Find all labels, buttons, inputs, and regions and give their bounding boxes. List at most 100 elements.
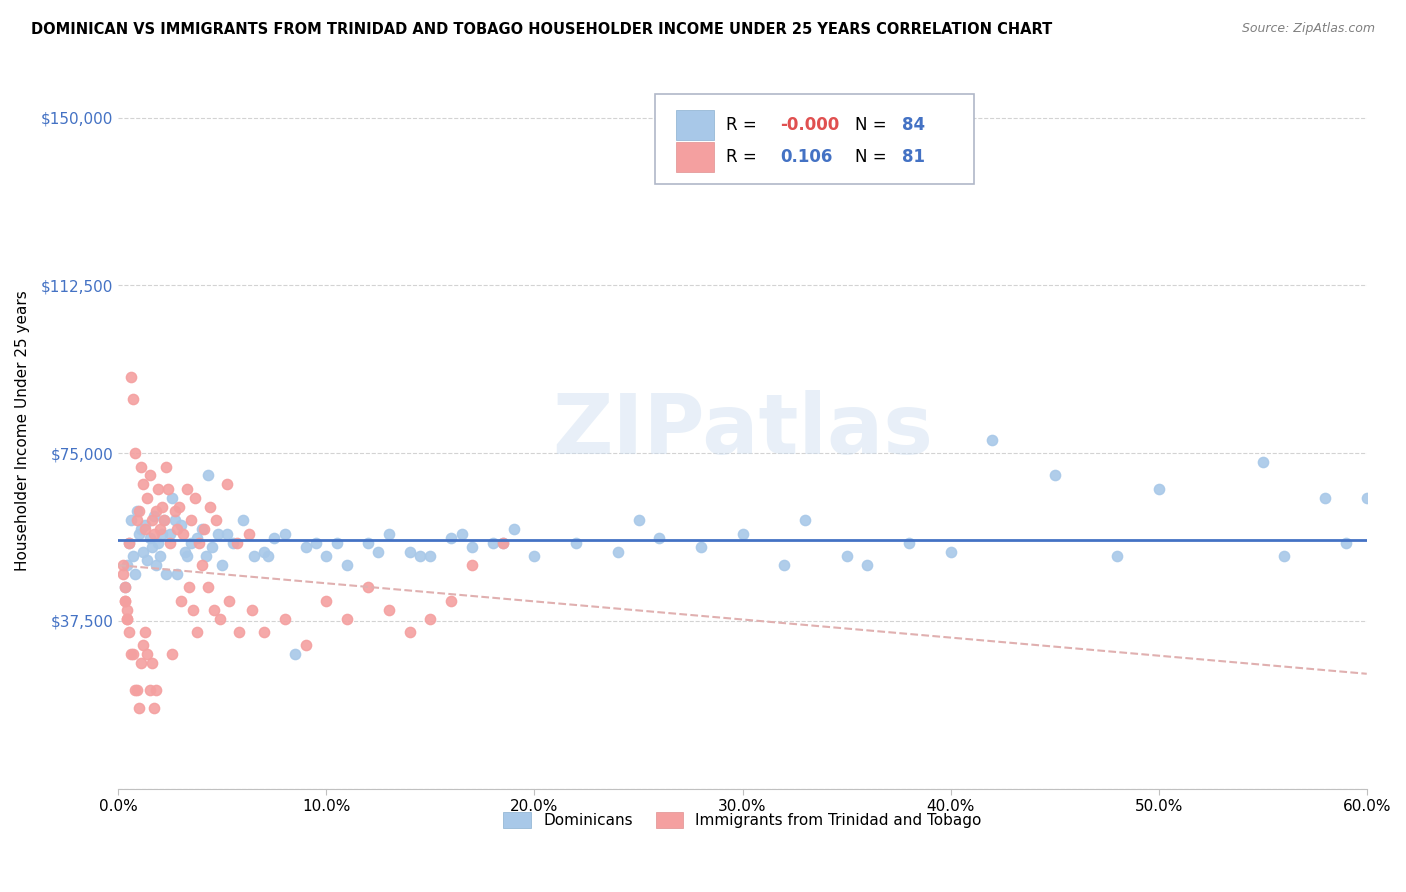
Point xyxy=(141,657,163,671)
Point xyxy=(398,544,420,558)
Point xyxy=(132,544,155,558)
Text: Source: ZipAtlas.com: Source: ZipAtlas.com xyxy=(1241,22,1375,36)
Point xyxy=(155,566,177,581)
Point xyxy=(114,580,136,594)
Point xyxy=(294,639,316,653)
Point xyxy=(186,625,208,640)
Point xyxy=(367,544,389,558)
Point xyxy=(180,535,202,549)
FancyBboxPatch shape xyxy=(676,142,714,172)
Point xyxy=(205,513,228,527)
Point xyxy=(253,625,276,640)
Point xyxy=(232,513,254,527)
Point xyxy=(228,625,250,640)
Point xyxy=(162,648,184,662)
Point xyxy=(149,522,172,536)
Point xyxy=(482,535,505,549)
Point xyxy=(326,535,349,549)
Point xyxy=(773,558,796,572)
Point xyxy=(145,504,167,518)
Point xyxy=(159,526,181,541)
Point xyxy=(146,482,169,496)
Point xyxy=(1313,491,1336,505)
Point xyxy=(141,540,163,554)
Point xyxy=(120,513,142,527)
Point xyxy=(122,392,145,407)
Point xyxy=(181,602,204,616)
Point xyxy=(240,602,263,616)
Point xyxy=(114,593,136,607)
Point xyxy=(202,602,225,616)
Point xyxy=(440,531,463,545)
Point xyxy=(1272,549,1295,563)
Text: DOMINICAN VS IMMIGRANTS FROM TRINIDAD AND TOBAGO HOUSEHOLDER INCOME UNDER 25 YEA: DOMINICAN VS IMMIGRANTS FROM TRINIDAD AN… xyxy=(31,22,1052,37)
Point xyxy=(142,701,165,715)
Point xyxy=(648,531,671,545)
Point xyxy=(111,566,134,581)
Y-axis label: Householder Income Under 25 years: Householder Income Under 25 years xyxy=(15,291,30,571)
Point xyxy=(166,522,188,536)
Point xyxy=(132,477,155,491)
Text: -0.000: -0.000 xyxy=(780,116,839,134)
Point xyxy=(627,513,650,527)
Point xyxy=(114,593,136,607)
Point xyxy=(122,549,145,563)
Text: N =: N = xyxy=(855,148,891,166)
Point xyxy=(118,535,141,549)
Point xyxy=(159,535,181,549)
Point xyxy=(263,531,285,545)
Point xyxy=(142,526,165,541)
Point xyxy=(177,580,200,594)
Point xyxy=(174,544,197,558)
Point xyxy=(128,504,150,518)
Point xyxy=(218,593,240,607)
Point xyxy=(207,526,229,541)
Point xyxy=(502,522,524,536)
Text: R =: R = xyxy=(727,116,762,134)
Point xyxy=(115,602,138,616)
Point xyxy=(315,549,337,563)
Point xyxy=(1107,549,1129,563)
Point xyxy=(274,611,297,625)
Point xyxy=(294,540,316,554)
Point xyxy=(184,491,207,505)
Point xyxy=(167,500,190,514)
Point xyxy=(731,526,754,541)
Point xyxy=(981,433,1004,447)
Point xyxy=(150,500,173,514)
Point xyxy=(115,611,138,625)
Point xyxy=(125,513,148,527)
Point xyxy=(129,522,152,536)
Point xyxy=(198,500,221,514)
Point xyxy=(1043,468,1066,483)
Point xyxy=(118,535,141,549)
FancyBboxPatch shape xyxy=(655,95,973,184)
Point xyxy=(315,593,337,607)
Point xyxy=(253,544,276,558)
Point xyxy=(222,535,245,549)
Point xyxy=(124,566,146,581)
Point xyxy=(111,558,134,572)
Point xyxy=(194,549,217,563)
Point xyxy=(138,683,160,698)
Point xyxy=(450,526,472,541)
Point xyxy=(835,549,858,563)
Point xyxy=(162,491,184,505)
Point xyxy=(409,549,432,563)
Point xyxy=(145,558,167,572)
Point xyxy=(215,477,238,491)
Point xyxy=(153,513,176,527)
Point xyxy=(132,639,155,653)
Point xyxy=(115,611,138,625)
Point xyxy=(128,701,150,715)
Point xyxy=(357,535,380,549)
Point xyxy=(419,611,441,625)
Point xyxy=(134,625,156,640)
Point xyxy=(170,593,193,607)
Point xyxy=(242,549,264,563)
Point xyxy=(134,522,156,536)
Point xyxy=(163,504,186,518)
Point xyxy=(125,683,148,698)
Point xyxy=(461,540,484,554)
Point xyxy=(305,535,328,549)
